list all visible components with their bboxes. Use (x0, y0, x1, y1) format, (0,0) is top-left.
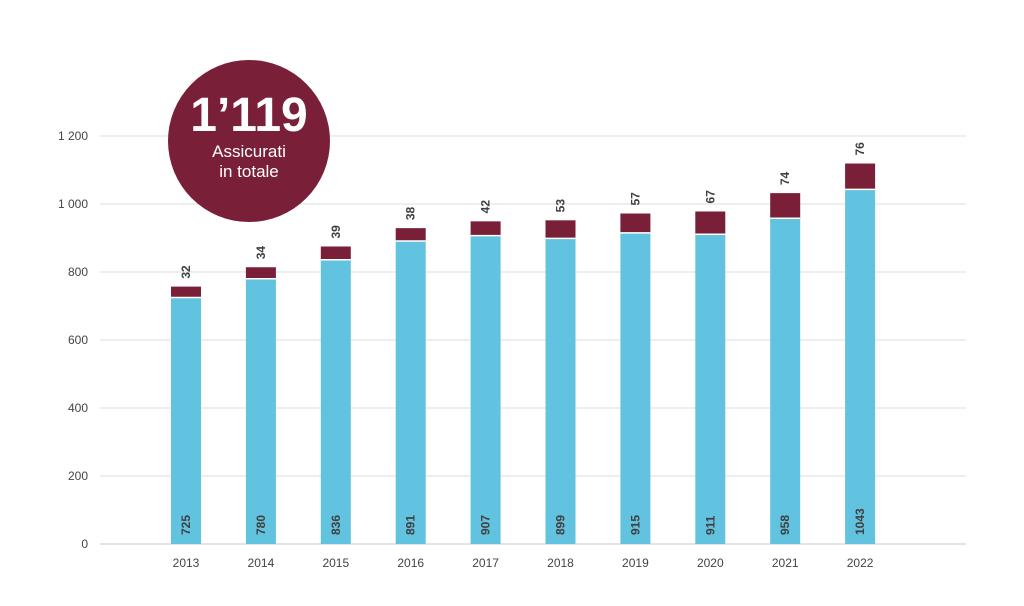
y-tick-label: 800 (68, 265, 88, 279)
bars (171, 163, 876, 544)
bar-base-segment (770, 218, 801, 544)
y-tick-label: 200 (68, 469, 88, 483)
bar-top-segment (620, 213, 651, 233)
top-value-label: 57 (628, 192, 642, 206)
bar-top-segment (245, 267, 276, 279)
bar-top-segment (470, 221, 501, 236)
x-tick-label: 2021 (772, 556, 799, 570)
x-tick-label: 2014 (248, 556, 275, 570)
bar-base-segment (395, 241, 426, 544)
x-axis: 2013 2014 2015 2016 2017 2018 2019 2020 2021 2022 (173, 556, 874, 570)
base-value-label: 891 (404, 515, 418, 535)
bar-base-segment (695, 234, 726, 544)
base-value-label: 836 (329, 515, 343, 535)
total-insured-number: 1’119 (190, 89, 308, 142)
top-value-label: 76 (853, 142, 867, 156)
x-tick-label: 2022 (847, 556, 874, 570)
base-value-label: 958 (778, 515, 792, 535)
bar-base-segment (620, 232, 651, 544)
top-value-label: 34 (254, 246, 268, 260)
bar-base-segment (320, 259, 351, 544)
x-tick-label: 2019 (622, 556, 649, 570)
top-value-label: 67 (703, 190, 717, 204)
x-tick-label: 2020 (697, 556, 724, 570)
top-value-label: 38 (404, 206, 418, 220)
base-value-label: 915 (628, 515, 642, 535)
x-tick-label: 2017 (472, 556, 499, 570)
bar-top-segment (695, 211, 726, 235)
bar-top-segment (395, 228, 426, 242)
base-value-label: 911 (703, 515, 717, 535)
y-tick-label: 600 (68, 333, 88, 347)
base-value-label: 725 (179, 515, 193, 535)
y-axis: 0 200 400 600 800 1 000 1 200 (58, 129, 88, 551)
data-labels: 725 32 780 34 836 39 891 38 907 42 899 53 915 57 911 67… (179, 142, 867, 535)
bar-top-segment (770, 193, 801, 219)
x-tick-label: 2018 (547, 556, 574, 570)
base-value-label: 899 (554, 515, 568, 535)
top-value-label: 32 (179, 265, 193, 279)
y-tick-label: 1 200 (58, 129, 88, 143)
y-tick-label: 400 (68, 401, 88, 415)
total-insured-label-line1: Assicurati (212, 142, 286, 161)
y-tick-label: 0 (81, 537, 88, 551)
top-value-label: 39 (329, 225, 343, 239)
bar-top-segment (845, 163, 876, 190)
top-value-label: 42 (479, 200, 493, 214)
base-value-label: 780 (254, 515, 268, 535)
x-tick-label: 2013 (173, 556, 200, 570)
base-value-label: 907 (479, 515, 493, 535)
bar-base-segment (845, 189, 876, 544)
bar-top-segment (320, 246, 351, 260)
x-tick-label: 2016 (397, 556, 424, 570)
bar-base-segment (245, 278, 276, 544)
x-tick-label: 2015 (322, 556, 349, 570)
top-value-label: 74 (778, 171, 792, 185)
base-value-label: 1043 (853, 508, 867, 535)
bar-top-segment (545, 220, 576, 239)
total-insured-badge: 1’119 Assicurati in totale (168, 60, 330, 222)
total-insured-label-line2: in totale (219, 162, 279, 181)
bar-base-segment (171, 297, 201, 544)
bar-top-segment (171, 286, 201, 298)
bar-base-segment (545, 238, 576, 544)
bar-base-segment (470, 235, 501, 544)
y-tick-label: 1 000 (58, 197, 88, 211)
top-value-label: 53 (554, 199, 568, 213)
